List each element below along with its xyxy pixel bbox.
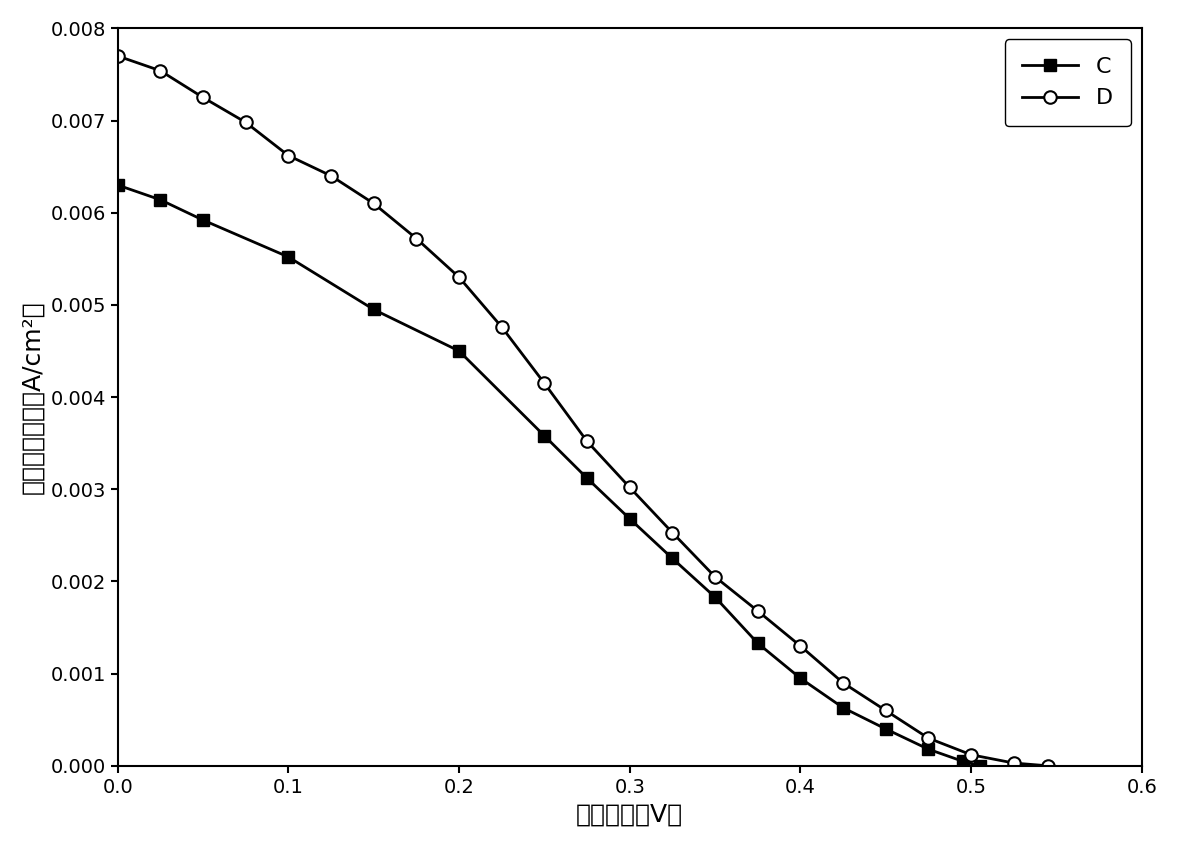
C <box>955 756 969 767</box>
D <box>580 436 594 446</box>
D <box>921 733 935 743</box>
C <box>836 703 851 713</box>
D <box>750 606 765 616</box>
D <box>666 528 680 538</box>
C <box>750 638 765 648</box>
C <box>366 304 380 314</box>
D <box>111 51 125 61</box>
C <box>153 195 167 205</box>
Y-axis label: 短路电流密度（A/cm²）: 短路电流密度（A/cm²） <box>21 300 45 494</box>
D <box>708 572 722 582</box>
D <box>366 198 380 208</box>
X-axis label: 开路电压（V）: 开路电压（V） <box>576 802 683 826</box>
D <box>836 678 851 688</box>
D <box>964 750 978 760</box>
Line: D: D <box>112 50 1054 772</box>
Line: C: C <box>112 180 985 772</box>
D <box>324 171 338 181</box>
D <box>452 272 466 282</box>
C <box>921 745 935 755</box>
Legend: C, D: C, D <box>1005 40 1131 126</box>
D <box>1007 758 1021 768</box>
D <box>196 92 210 102</box>
D <box>239 117 253 127</box>
C <box>282 252 296 262</box>
D <box>495 322 509 332</box>
C <box>623 513 637 523</box>
C <box>879 724 893 734</box>
C <box>708 592 722 602</box>
D <box>879 706 893 716</box>
D <box>282 151 296 161</box>
C <box>537 431 551 441</box>
D <box>623 482 637 492</box>
D <box>537 378 551 388</box>
D <box>793 641 807 651</box>
C <box>111 180 125 190</box>
C <box>793 673 807 684</box>
C <box>196 215 210 225</box>
D <box>1041 761 1055 771</box>
D <box>409 234 423 244</box>
C <box>580 473 594 484</box>
D <box>153 66 167 76</box>
C <box>973 761 987 771</box>
C <box>452 346 466 356</box>
C <box>666 553 680 563</box>
